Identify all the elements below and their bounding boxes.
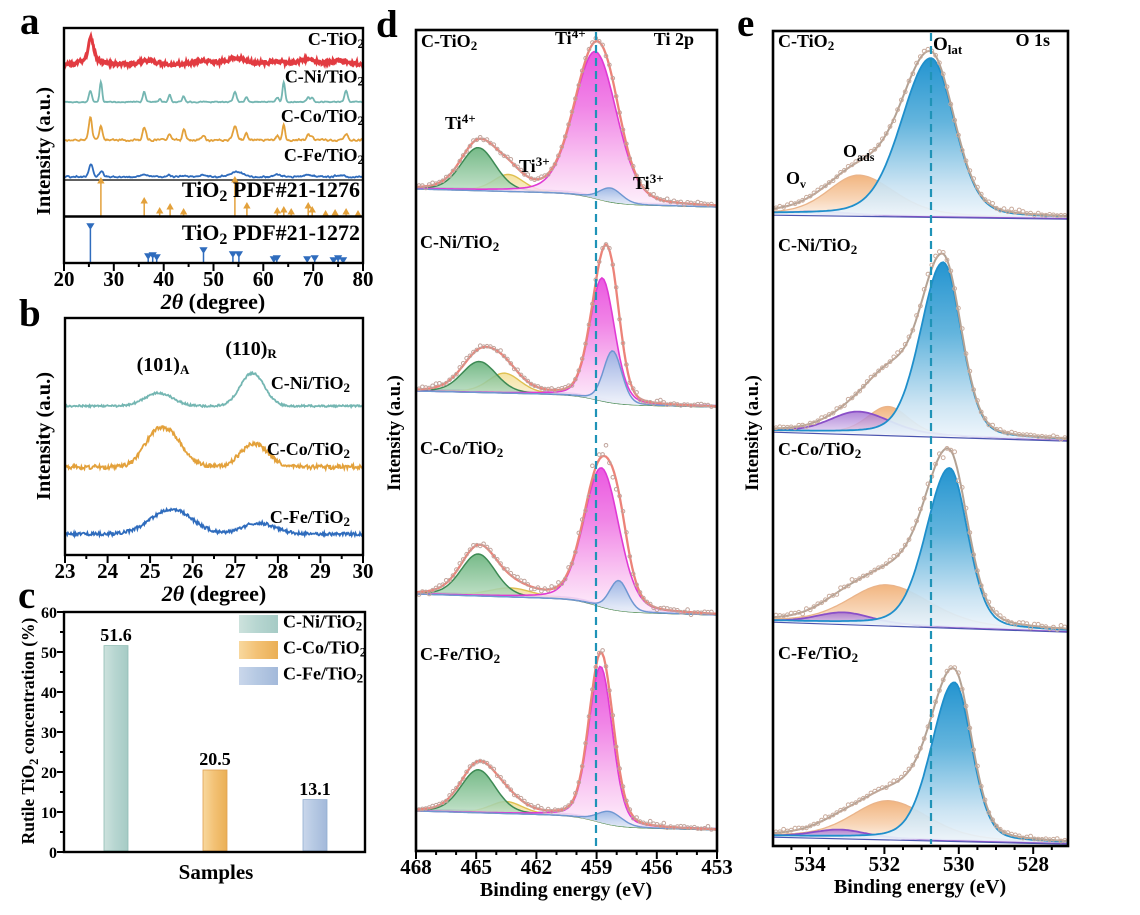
svg-text:60: 60 (41, 605, 57, 622)
svg-text:Intensity (a.u.): Intensity (a.u.) (33, 372, 55, 500)
svg-text:TiO2 PDF#21-1272: TiO2 PDF#21-1272 (182, 220, 360, 248)
svg-text:b: b (19, 292, 41, 335)
svg-text:40: 40 (153, 267, 174, 291)
svg-text:20: 20 (54, 267, 75, 291)
svg-text:25: 25 (140, 559, 161, 583)
svg-text:C-Ni/TiO2: C-Ni/TiO2 (778, 235, 857, 257)
svg-text:13.1: 13.1 (299, 779, 331, 799)
svg-text:Intensity (a.u.): Intensity (a.u.) (743, 375, 763, 491)
svg-text:0: 0 (49, 845, 57, 862)
svg-text:C-Co/TiO2: C-Co/TiO2 (267, 439, 350, 461)
svg-text:2θ (degree): 2θ (degree) (160, 289, 265, 314)
svg-text:e: e (737, 2, 754, 45)
svg-text:40: 40 (41, 685, 57, 702)
svg-text:Intensity (a.u.): Intensity (a.u.) (33, 87, 55, 215)
svg-text:C-TiO2: C-TiO2 (778, 31, 834, 53)
svg-text:20: 20 (41, 765, 57, 782)
svg-text:Binding energy (eV): Binding energy (eV) (480, 879, 652, 901)
svg-text:C-Co/TiO2: C-Co/TiO2 (281, 106, 364, 128)
svg-text:468: 468 (400, 855, 432, 879)
svg-text:C-Ni/TiO2: C-Ni/TiO2 (420, 232, 499, 254)
svg-text:530: 530 (943, 852, 975, 876)
svg-text:528: 528 (1017, 852, 1049, 876)
svg-text:60: 60 (253, 267, 274, 291)
svg-text:Samples: Samples (179, 860, 254, 884)
svg-text:C-Ni/TiO2: C-Ni/TiO2 (285, 67, 364, 89)
svg-text:459: 459 (581, 855, 613, 879)
svg-text:O 1s: O 1s (1015, 30, 1050, 50)
svg-text:30: 30 (103, 267, 124, 291)
svg-text:TiO2 PDF#21-1276: TiO2 PDF#21-1276 (182, 177, 360, 205)
svg-text:Intensity (a.u.): Intensity (a.u.) (385, 375, 405, 491)
svg-text:C-Fe/TiO2: C-Fe/TiO2 (283, 664, 363, 686)
svg-text:465: 465 (460, 855, 492, 879)
svg-text:534: 534 (794, 852, 826, 876)
svg-text:C-Fe/TiO2: C-Fe/TiO2 (270, 507, 350, 529)
svg-text:50: 50 (203, 267, 224, 291)
svg-text:C-TiO2: C-TiO2 (421, 31, 477, 53)
svg-text:50: 50 (41, 645, 57, 662)
svg-text:27: 27 (225, 559, 246, 583)
svg-text:(110)R: (110)R (225, 338, 277, 361)
svg-text:532: 532 (869, 852, 901, 876)
svg-text:C-Co/TiO2: C-Co/TiO2 (420, 438, 503, 460)
svg-text:70: 70 (303, 267, 324, 291)
svg-text:C-Co/TiO2: C-Co/TiO2 (778, 439, 861, 461)
svg-text:C-Fe/TiO2: C-Fe/TiO2 (778, 643, 858, 665)
svg-text:Rutile TiO2 concentration (%): Rutile TiO2 concentration (%) (18, 617, 41, 844)
svg-text:20.5: 20.5 (199, 749, 231, 769)
svg-text:Binding energy (eV): Binding energy (eV) (834, 876, 1006, 898)
svg-text:C-Fe/TiO2: C-Fe/TiO2 (420, 644, 500, 666)
svg-text:c: c (18, 574, 35, 617)
svg-text:C-Ni/TiO2: C-Ni/TiO2 (271, 373, 350, 395)
svg-text:C-Fe/TiO2: C-Fe/TiO2 (284, 145, 364, 167)
svg-text:26: 26 (182, 559, 203, 583)
svg-text:2θ (degree): 2θ (degree) (161, 581, 266, 606)
svg-text:C-Ni/TiO2: C-Ni/TiO2 (283, 612, 362, 634)
svg-text:10: 10 (41, 805, 57, 822)
svg-text:456: 456 (641, 855, 673, 879)
svg-text:30: 30 (41, 725, 57, 742)
svg-text:80: 80 (353, 267, 374, 291)
svg-text:C-TiO2: C-TiO2 (308, 29, 364, 51)
svg-text:a: a (20, 0, 40, 43)
svg-text:453: 453 (701, 855, 733, 879)
svg-text:29: 29 (310, 559, 331, 583)
svg-text:d: d (376, 3, 398, 46)
svg-text:28: 28 (267, 559, 288, 583)
svg-text:30: 30 (353, 559, 374, 583)
svg-text:Ti 2p: Ti 2p (654, 29, 694, 49)
svg-text:C-Co/TiO2: C-Co/TiO2 (283, 638, 366, 660)
svg-text:51.6: 51.6 (100, 625, 132, 645)
svg-text:23: 23 (55, 559, 76, 583)
svg-text:24: 24 (97, 559, 119, 583)
svg-text:(101)A: (101)A (137, 354, 190, 377)
svg-text:462: 462 (521, 855, 553, 879)
